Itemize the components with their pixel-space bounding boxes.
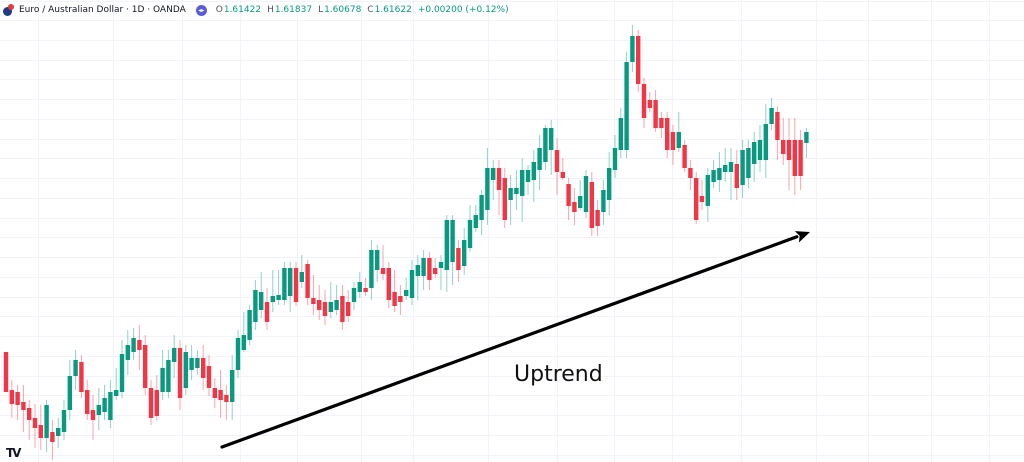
ohlc-low: L1.60678 — [318, 5, 362, 15]
ohlc-change: +0.00200 (+0.12%) — [417, 5, 509, 15]
chart-legend-header: Euro / Australian Dollar · 1D · OANDA ◂▸… — [0, 0, 509, 20]
symbol-title[interactable]: Euro / Australian Dollar · 1D · OANDA — [19, 5, 186, 15]
uptrend-label: Uptrend — [514, 362, 603, 387]
currency-pair-flag-icon — [3, 4, 15, 16]
tradingview-logo-icon[interactable]: TV — [6, 446, 22, 460]
replay-indicator-icon[interactable]: ◂▸ — [195, 4, 207, 16]
uptrend-arrow — [220, 231, 810, 449]
ohlc-high: H1.61837 — [267, 5, 313, 15]
ohlc-open: O1.61422 — [215, 5, 262, 15]
ohlc-values: O1.61422 H1.61837 L1.60678 C1.61622 +0.0… — [216, 5, 509, 15]
candle-series — [3, 25, 809, 460]
ohlc-close: C1.61622 — [367, 5, 412, 15]
